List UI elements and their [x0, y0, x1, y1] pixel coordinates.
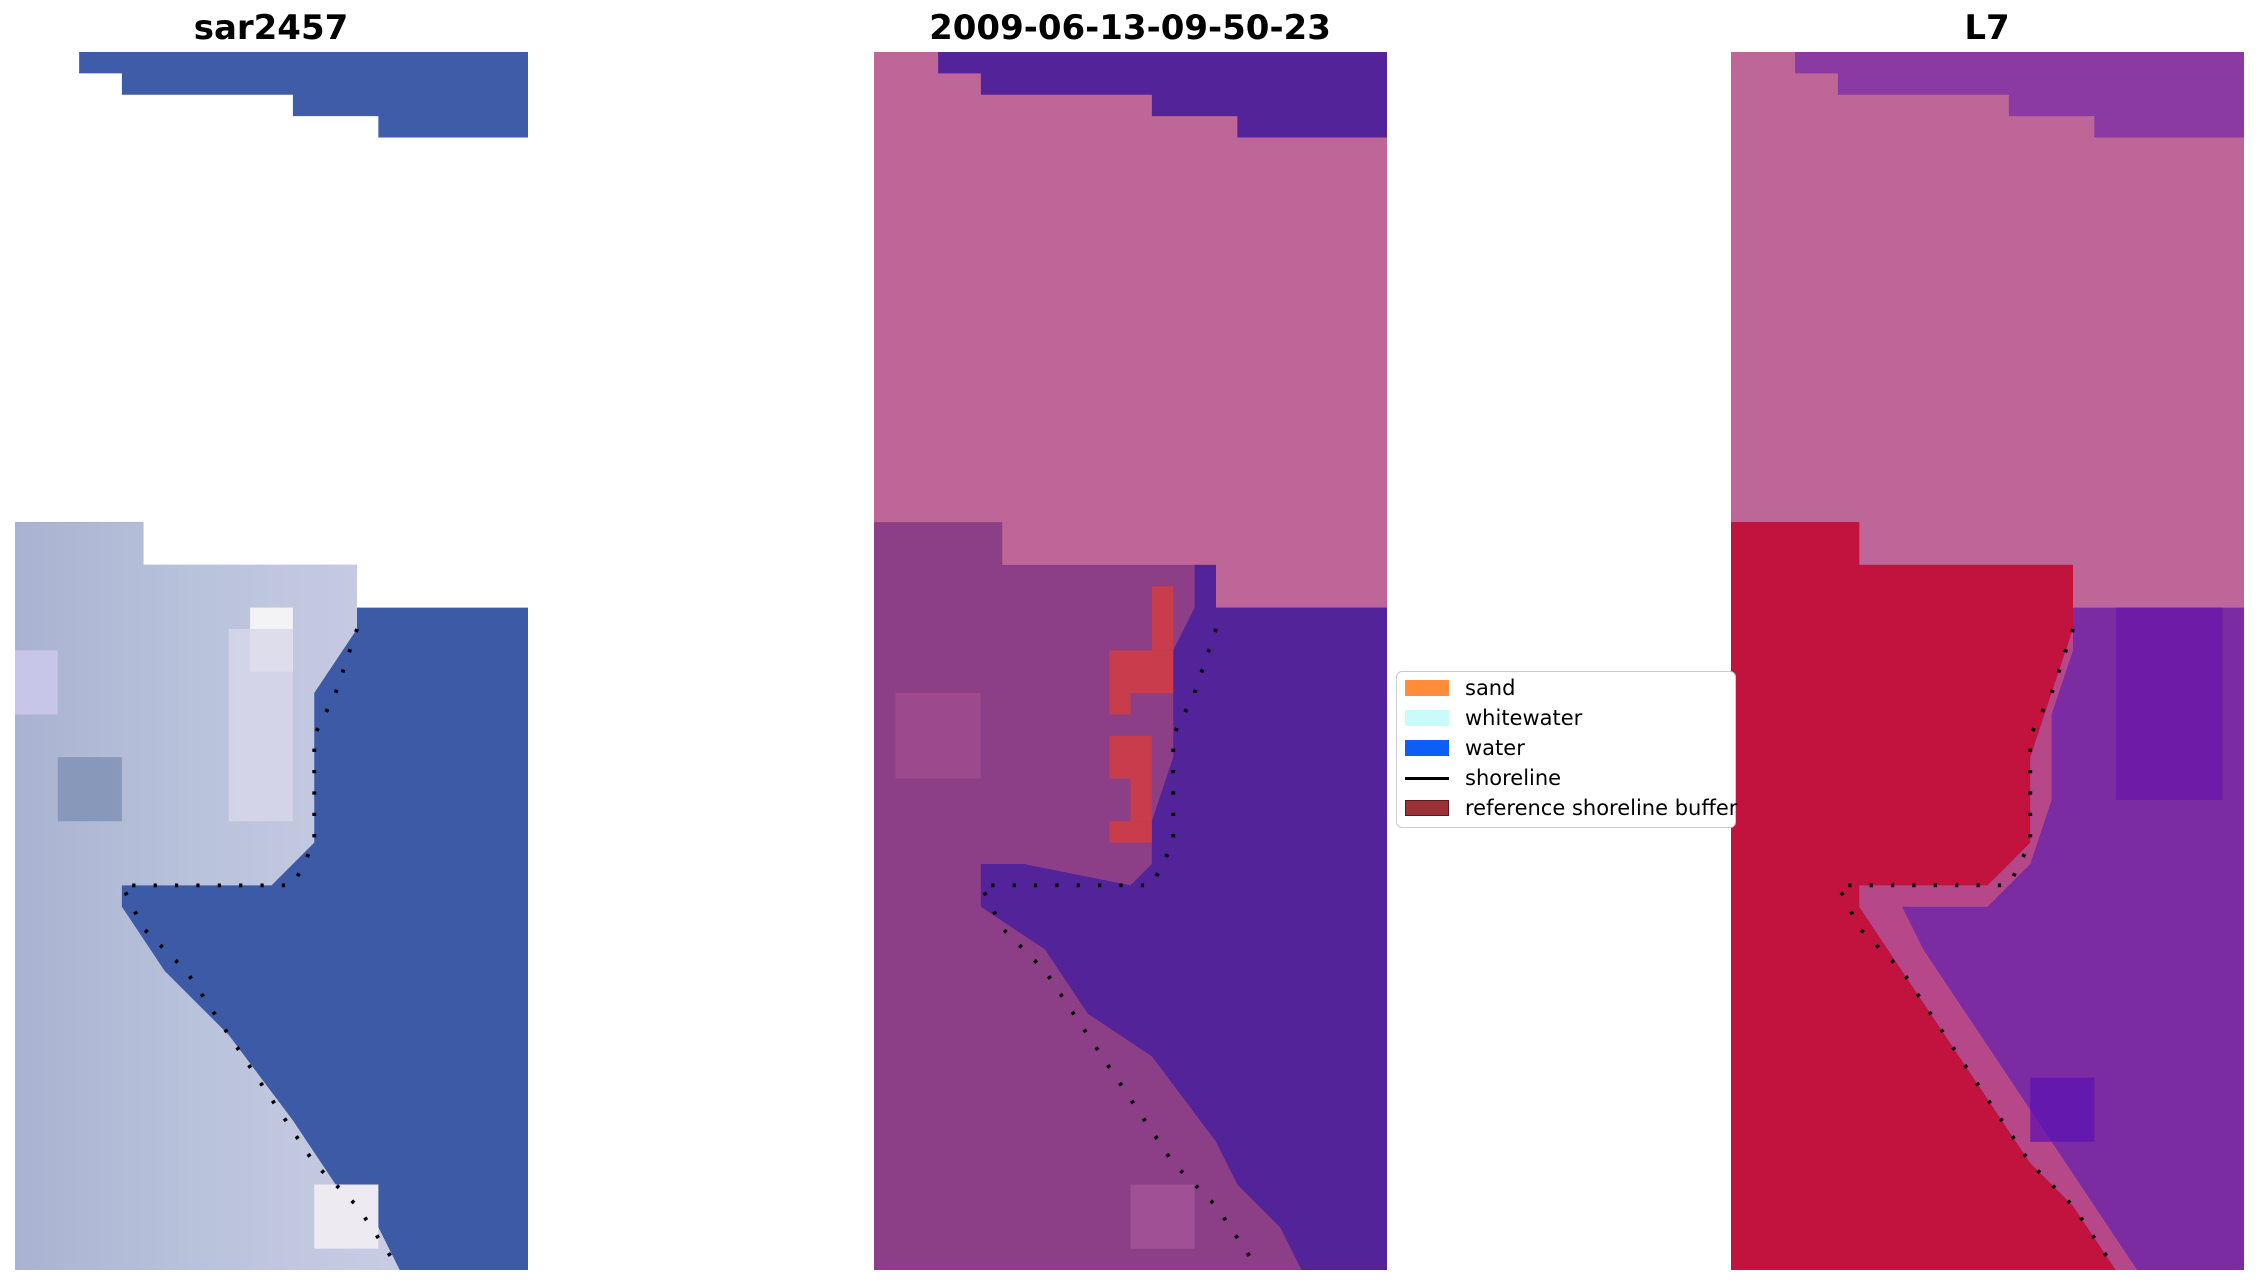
shoreline [1834, 628, 2118, 1270]
l7-panel [1731, 52, 2244, 1270]
rgb-image-panel [15, 52, 528, 1270]
legend-item-water: water [1405, 736, 1525, 760]
deep-water-patch [2115, 607, 2223, 800]
legend-label: reference shoreline buffer [1465, 796, 1738, 820]
shoreline [977, 628, 1261, 1270]
legend-item-buffer: reference shoreline buffer [1405, 796, 1738, 820]
land-variation [1130, 1184, 1195, 1249]
legend-label: sand [1465, 676, 1516, 700]
legend-label: water [1465, 736, 1525, 760]
buffer-patch [1109, 735, 1152, 779]
shoreline-swatch [1405, 776, 1449, 780]
legend-label: whitewater [1465, 706, 1583, 730]
panel-title-date: 2009-06-13-09-50-23 [929, 8, 1331, 48]
sand-patch [228, 628, 293, 822]
buffer-patch [1151, 586, 1174, 651]
buffer-patch [1130, 778, 1152, 822]
legend-item-whitewater: whitewater [1405, 706, 1583, 730]
shore-transition [1859, 628, 2138, 1270]
sea-strip-top [79, 52, 528, 138]
land-variation [895, 693, 981, 779]
classification-panel [874, 52, 1387, 1270]
land-area [15, 522, 400, 1270]
land-area [1731, 522, 2116, 1270]
buffer-patch [1109, 693, 1131, 715]
bright-sand-patch-2 [314, 1184, 379, 1249]
panel-title-l7: L7 [1964, 8, 2010, 48]
whitewater-swatch [1405, 710, 1449, 726]
legend-item-shoreline: shoreline [1405, 766, 1562, 790]
sand-swatch [1405, 680, 1449, 696]
legend-label: shoreline [1465, 766, 1562, 790]
land-patch-2 [57, 757, 122, 822]
deep-water-patch [2030, 1077, 2095, 1142]
buffer-swatch [1405, 800, 1449, 816]
buffer-patch [1109, 650, 1174, 694]
water-swatch [1405, 740, 1449, 756]
sea-strip-top [1795, 52, 2244, 138]
buffer-patch [1109, 821, 1152, 843]
water-class [980, 564, 1387, 1270]
panel-title-sar: sar2457 [193, 8, 349, 48]
shoreline [118, 628, 402, 1270]
land-patch [15, 650, 58, 715]
water-strip-top [938, 52, 1387, 138]
legend: sand whitewater water shoreline referenc… [1396, 671, 1738, 828]
legend-item-sand: sand [1405, 676, 1516, 700]
